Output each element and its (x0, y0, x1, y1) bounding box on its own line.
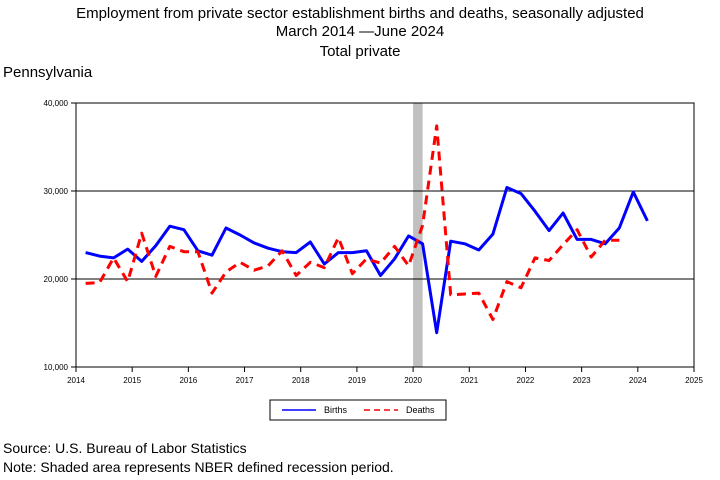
x-tick-label: 2015 (123, 376, 141, 385)
x-tick-label: 2018 (292, 376, 310, 385)
legend-box (269, 399, 447, 421)
y-tick-label: 40,000 (44, 99, 69, 108)
legend-label-deaths: Deaths (406, 405, 435, 415)
legend: Births Deaths (269, 399, 447, 421)
x-tick-label: 2019 (348, 376, 366, 385)
legend-label-births: Births (324, 405, 348, 415)
chart-subtitle-period: March 2014 —June 2024 (275, 23, 445, 40)
source-note: Source: U.S. Bureau of Labor Statistics (3, 440, 247, 456)
x-tick-label: 2016 (179, 376, 197, 385)
y-tick-label: 30,000 (44, 187, 69, 196)
x-tick-label: 2025 (685, 376, 703, 385)
recession-note: Note: Shaded area represents NBER define… (3, 459, 394, 475)
x-tick-label: 2017 (236, 376, 254, 385)
x-tick-label: 2022 (517, 376, 535, 385)
chart-subtitle-industry: Total private (319, 43, 401, 60)
x-tick-label: 2014 (67, 376, 85, 385)
series-line-deaths (85, 124, 620, 321)
plot-area-frame (75, 102, 695, 368)
y-tick-label: 20,000 (44, 275, 69, 284)
region-label: Pennsylvania (3, 64, 93, 81)
y-tick-label: 10,000 (44, 363, 69, 372)
chart-title: Employment from private sector establish… (76, 5, 644, 22)
series-line-births (85, 186, 649, 335)
chart-svg: 10,000 20,000 30,000 40,000 2014 2015 2016 2017… (44, 99, 703, 421)
recession-band (413, 103, 423, 367)
x-tick-label: 2020 (404, 376, 422, 385)
x-tick-label: 2023 (573, 376, 591, 385)
x-tick-label: 2021 (460, 376, 478, 385)
x-tick-label: 2024 (629, 376, 647, 385)
